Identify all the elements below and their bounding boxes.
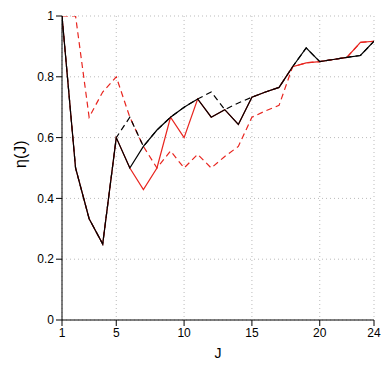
svg-text:10: 10 bbox=[177, 326, 191, 340]
svg-text:15: 15 bbox=[245, 326, 259, 340]
svg-text:0.4: 0.4 bbox=[37, 192, 54, 206]
svg-text:0.2: 0.2 bbox=[37, 252, 54, 266]
svg-text:24: 24 bbox=[367, 326, 381, 340]
svg-text:0.8: 0.8 bbox=[37, 70, 54, 84]
svg-text:η(J): η(J) bbox=[12, 140, 29, 168]
svg-text:0.6: 0.6 bbox=[37, 131, 54, 145]
svg-text:5: 5 bbox=[113, 326, 120, 340]
svg-text:0: 0 bbox=[47, 313, 54, 327]
svg-text:1: 1 bbox=[59, 326, 66, 340]
svg-text:1: 1 bbox=[47, 9, 54, 23]
svg-text:20: 20 bbox=[313, 326, 327, 340]
svg-text:J: J bbox=[215, 345, 222, 361]
